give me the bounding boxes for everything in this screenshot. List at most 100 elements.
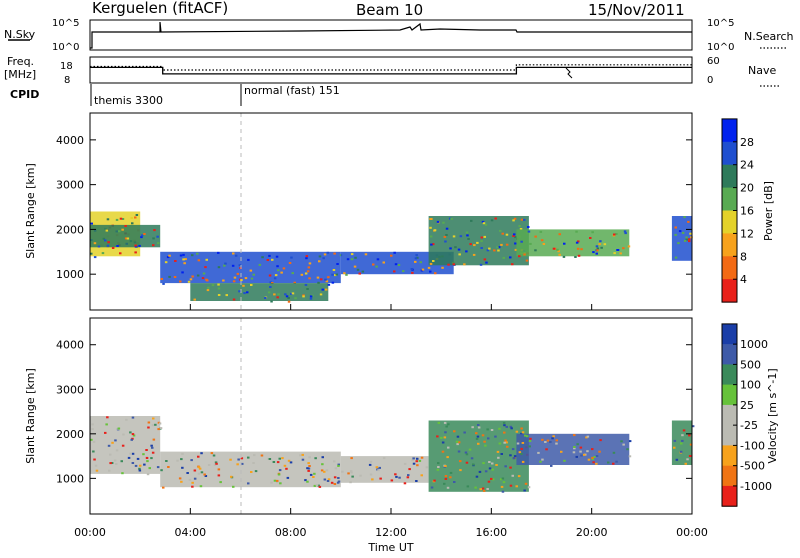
velocity-echo-cell: [197, 466, 201, 469]
power-echo-cell: [327, 276, 330, 279]
nave-line: [90, 64, 692, 71]
time-tick-label: 04:00: [174, 526, 206, 539]
power-echo-cell: [90, 222, 93, 225]
power-echo-cell: [121, 228, 124, 231]
power-echo-cell: [238, 290, 241, 293]
velocity-echo-cell: [573, 434, 576, 437]
velocity-colorbar-tick-label: -100: [740, 439, 765, 452]
power-echo-cell: [623, 230, 627, 233]
power-echo-cell: [465, 231, 469, 234]
power-echo-cell: [191, 254, 194, 257]
velocity-echo-cell: [681, 434, 684, 437]
velocity-echo-cell: [576, 443, 579, 446]
velocity-echo-cell: [523, 489, 526, 492]
velocity-echo-cell: [551, 437, 554, 440]
power-echo-cell: [443, 235, 447, 238]
nsky-panel: N.Sky 10^5 10^0 10^5 10^0 N.Search: [4, 18, 794, 53]
velocity-echo-cell: [443, 436, 447, 439]
velocity-echo-cell: [281, 457, 284, 460]
power-echo-cell: [129, 240, 133, 243]
power-echo-cell: [285, 295, 289, 298]
velocity-colorbar-segment: [722, 323, 737, 345]
power-echo-cell: [258, 263, 262, 266]
velocity-echo-cell: [347, 472, 350, 475]
power-echo-cell: [124, 225, 127, 227]
power-echo-cell: [445, 227, 449, 230]
velocity-echo-cell: [465, 461, 469, 464]
power-echo-cell: [591, 231, 594, 234]
power-echo-cell: [382, 261, 385, 264]
power-echo-cell: [140, 234, 144, 237]
power-echo-cell: [674, 226, 677, 229]
velocity-echo-cell: [593, 456, 596, 458]
freq-panel: Freq. [MHz] 18 8 60 0 Nave: [4, 55, 780, 87]
power-echo-cell: [600, 246, 603, 249]
velocity-echo-cell: [214, 461, 218, 464]
power-echo-cell: [232, 252, 235, 255]
velocity-echo-cell: [415, 460, 418, 463]
velocity-echo-cell: [407, 474, 410, 477]
velocity-echo-cell: [278, 469, 282, 472]
velocity-echo-cell: [546, 439, 550, 442]
power-echo-cell: [539, 230, 543, 233]
power-echo-cell: [304, 283, 308, 286]
power-echo-cell: [291, 292, 295, 295]
velocity-echo-cell: [379, 477, 382, 480]
velocity-echo-cell: [349, 470, 353, 473]
power-echo-cell: [442, 221, 445, 224]
power-echo-cell: [421, 268, 425, 271]
power-echo-cell: [470, 219, 473, 222]
power-echo-cell: [393, 251, 396, 254]
velocity-echo-cell: [539, 460, 542, 463]
velocity-echo-cell: [497, 456, 500, 459]
velocity-echo-cell: [509, 466, 512, 469]
velocity-colorbar-segment: [722, 344, 737, 365]
power-echo-cell: [308, 262, 312, 265]
power-echo-cell: [429, 226, 432, 229]
velocity-echo-cell: [406, 476, 410, 479]
velocity-echo-bands: [90, 416, 695, 493]
velocity-echo-cell: [477, 424, 480, 426]
velocity-echo-cell: [167, 466, 170, 468]
velocity-echo-cell: [317, 484, 320, 487]
power-echo-cell: [523, 218, 526, 221]
power-panel: 1000 2000 3000 4000 Slant Range [km] 28 24 20…: [24, 112, 775, 311]
velocity-echo-cell: [524, 434, 527, 437]
power-echo-cell: [518, 235, 522, 238]
velocity-echo-cell: [237, 458, 240, 461]
power-echo-cell: [436, 220, 440, 223]
velocity-echo-cell: [433, 479, 436, 482]
velocity-echo-cell: [516, 442, 520, 445]
power-echo-cell: [217, 294, 221, 296]
velocity-echo-cell: [445, 425, 448, 428]
power-echo-cell: [445, 234, 448, 236]
power-echo-cell: [619, 252, 622, 255]
velocity-colorbar-label: Velocity [m s^-1]: [766, 368, 779, 463]
velocity-echo-cell: [131, 416, 135, 419]
velocity-echo-cell: [408, 468, 411, 471]
power-echo-cell: [557, 250, 560, 253]
velocity-echo-cell: [679, 450, 683, 453]
velocity-echo-cell: [470, 457, 474, 460]
power-echo-cell: [542, 243, 546, 245]
velocity-echo-cell: [441, 450, 445, 453]
velocity-echo-cell: [464, 451, 468, 454]
power-echo-cell: [683, 216, 686, 219]
velocity-echo-cell: [333, 460, 336, 463]
power-echo-cell: [525, 232, 529, 234]
power-echo-cell: [514, 248, 518, 251]
power-echo-cell: [232, 280, 236, 283]
power-echo-cell: [432, 243, 435, 246]
power-echo-cell: [181, 271, 184, 274]
power-echo-cell: [276, 265, 279, 268]
power-echo-cell: [603, 243, 607, 246]
velocity-echo-cell: [215, 462, 218, 465]
velocity-echo-cell: [134, 464, 138, 467]
velocity-echo-cell: [307, 467, 311, 470]
power-echo-cell: [300, 273, 304, 276]
velocity-echo-cell: [277, 473, 281, 476]
power-echo-cell: [480, 247, 483, 249]
power-echo-cell: [187, 280, 191, 283]
velocity-echo-cell: [131, 452, 135, 455]
power-echo-cell: [327, 283, 331, 286]
